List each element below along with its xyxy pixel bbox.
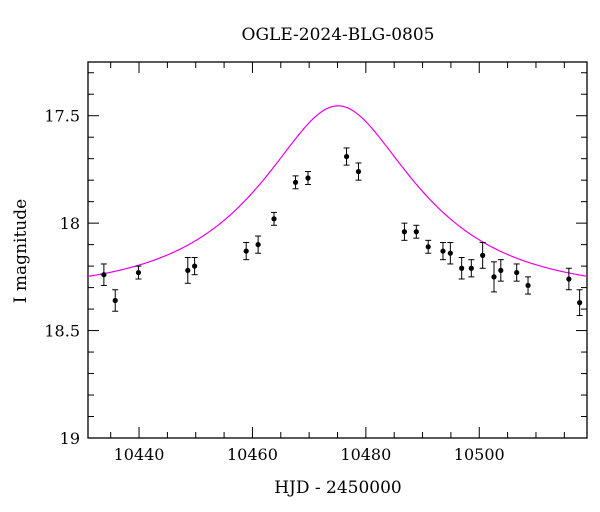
data-point <box>112 289 119 312</box>
point-marker <box>192 263 198 269</box>
data-point <box>401 222 408 241</box>
point-marker <box>271 216 277 222</box>
data-point <box>184 257 191 284</box>
point-marker <box>577 300 583 306</box>
data-point <box>305 171 312 185</box>
point-marker <box>514 269 520 276</box>
data-point <box>525 276 532 295</box>
point-marker <box>413 229 419 235</box>
data-point <box>458 257 465 280</box>
data-point <box>497 259 504 282</box>
point-marker <box>101 272 107 278</box>
data-point <box>243 241 250 261</box>
data-point <box>425 239 432 254</box>
point-marker <box>112 297 118 304</box>
point-marker <box>292 179 299 185</box>
point-marker <box>185 267 191 274</box>
data-point <box>100 263 107 286</box>
point-marker <box>355 168 362 175</box>
data-point <box>413 224 420 239</box>
data-point <box>255 235 262 254</box>
y-tick-label: 18 <box>60 214 80 233</box>
point-marker <box>459 265 465 271</box>
y-tick-label: 19 <box>60 429 80 448</box>
data-point <box>447 241 454 265</box>
point-marker <box>343 153 350 160</box>
data-point <box>355 162 362 181</box>
point-marker <box>305 175 311 181</box>
model-curve <box>87 105 588 278</box>
point-marker <box>525 282 531 289</box>
point-marker <box>447 250 453 256</box>
point-marker <box>135 269 142 276</box>
axis-tick-labels: 10440 10460 10480 10500 17.5 18 18.5 19 <box>44 107 504 464</box>
point-marker <box>425 244 431 250</box>
data-point <box>479 241 486 269</box>
point-marker <box>255 242 261 248</box>
data-points <box>100 147 583 317</box>
data-point <box>270 211 277 226</box>
point-marker <box>491 274 497 280</box>
point-marker <box>401 229 408 235</box>
x-tick-label: 10500 <box>454 445 505 464</box>
point-marker <box>243 248 249 254</box>
data-point <box>135 265 142 280</box>
y-axis-label: I magnitude <box>11 199 31 303</box>
data-point <box>576 289 583 317</box>
chart-title: OGLE-2024-BLG-0805 <box>242 25 435 45</box>
y-tick-label: 18.5 <box>44 322 80 341</box>
point-marker <box>566 276 572 282</box>
data-point <box>343 147 350 166</box>
data-point <box>191 257 198 276</box>
x-axis-label: HJD - 2450000 <box>274 478 402 498</box>
data-point <box>513 263 520 282</box>
data-point <box>439 241 446 261</box>
point-marker <box>440 248 446 254</box>
plot-frame <box>87 61 588 439</box>
data-point <box>468 259 475 278</box>
data-point <box>292 175 299 190</box>
axis-ticks <box>88 62 587 439</box>
point-marker <box>480 252 486 258</box>
x-tick-label: 10480 <box>340 445 391 464</box>
point-marker <box>468 265 474 271</box>
point-marker <box>498 267 504 274</box>
data-point <box>491 261 498 293</box>
y-tick-label: 17.5 <box>44 107 80 126</box>
x-tick-label: 10440 <box>114 445 165 464</box>
data-point <box>565 267 572 291</box>
x-tick-label: 10460 <box>227 445 278 464</box>
